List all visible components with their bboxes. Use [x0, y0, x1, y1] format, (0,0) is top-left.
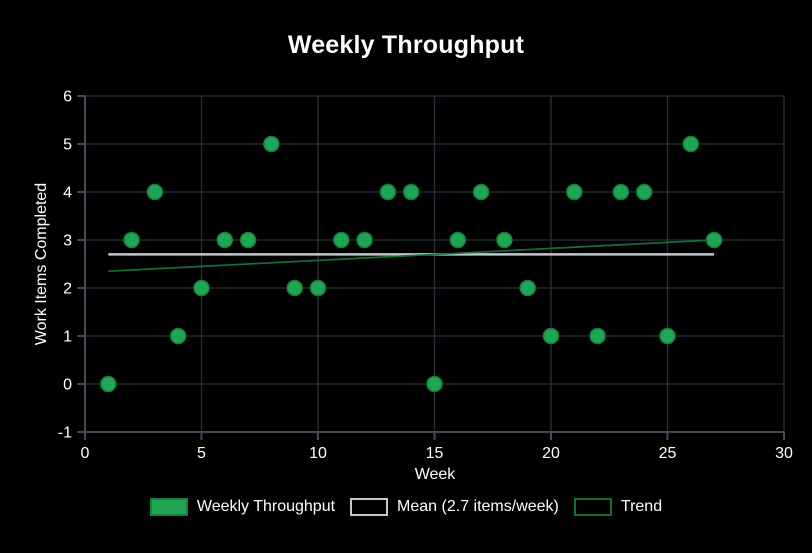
- x-tick-label: 10: [309, 445, 327, 462]
- data-point: [263, 135, 280, 153]
- y-tick-label: 5: [63, 137, 72, 154]
- data-point: [333, 231, 350, 249]
- throughput-swatch-icon: [149, 498, 188, 516]
- mean-swatch-icon: [350, 498, 389, 516]
- data-point: [379, 183, 397, 201]
- data-point: [612, 183, 630, 201]
- x-tick-label: 15: [426, 445, 444, 462]
- trend-swatch-icon: [573, 498, 612, 516]
- x-axis-title: Week: [414, 466, 456, 483]
- data-point: [123, 231, 140, 249]
- data-point: [472, 183, 490, 201]
- data-point: [496, 231, 513, 249]
- x-tick-label: 30: [775, 445, 793, 462]
- y-axis-title: Work Items Completed: [33, 182, 50, 346]
- chart-title: Weekly Throughput: [287, 31, 525, 59]
- data-point: [682, 135, 700, 153]
- data-point: [309, 279, 327, 297]
- data-point: [542, 327, 560, 345]
- data-point: [146, 183, 164, 201]
- trend-line: [108, 239, 715, 273]
- data-point: [589, 327, 606, 345]
- x-tick-label: 0: [81, 445, 90, 462]
- data-point: [449, 231, 467, 249]
- y-tick-label: 0: [63, 377, 72, 394]
- y-tick-label: -1: [58, 425, 72, 442]
- data-point: [426, 375, 443, 393]
- legend-label-throughput: Weekly Throughput: [196, 498, 336, 515]
- data-point: [169, 327, 187, 345]
- legend-item-trend: Trend: [573, 498, 663, 516]
- legend-item-throughput: Weekly Throughput: [149, 498, 336, 516]
- legend-label-trend: Trend: [620, 498, 663, 515]
- x-tick-label: 20: [542, 445, 560, 462]
- data-point: [705, 231, 723, 249]
- data-point: [519, 279, 536, 297]
- data-point: [193, 279, 210, 297]
- x-tick-label: 25: [659, 445, 677, 462]
- data-point: [356, 231, 373, 249]
- y-tick-label: 1: [63, 329, 72, 346]
- data-point: [566, 183, 583, 201]
- legend-label-mean: Mean (2.7 items/week): [397, 498, 559, 515]
- data-point: [286, 279, 303, 297]
- data-point: [100, 375, 117, 393]
- data-point: [239, 231, 257, 249]
- legend: Weekly Throughput Mean (2.7 items/week) …: [0, 498, 812, 516]
- data-point: [216, 231, 234, 249]
- y-tick-label: 6: [63, 89, 72, 106]
- y-tick-label: 3: [63, 233, 72, 250]
- data-point: [402, 183, 420, 201]
- y-tick-label: 4: [63, 185, 72, 202]
- data-point: [659, 327, 676, 345]
- data-point: [635, 183, 653, 201]
- y-tick-label: 2: [63, 281, 72, 298]
- x-tick-label: 5: [197, 445, 206, 462]
- legend-item-mean: Mean (2.7 items/week): [350, 498, 559, 516]
